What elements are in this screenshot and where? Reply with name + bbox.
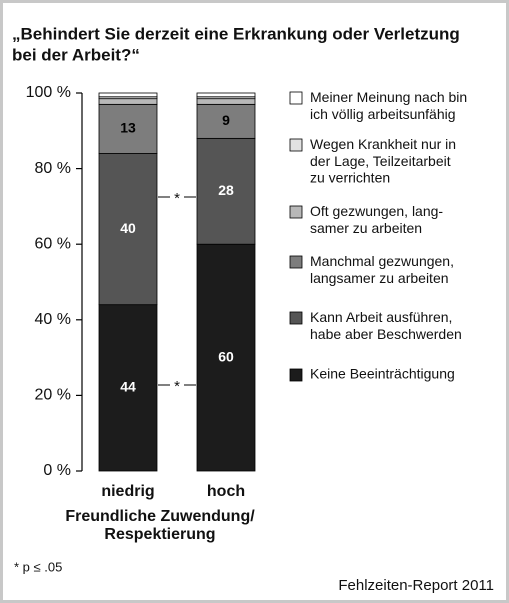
footnote: * p ≤ .05 — [14, 559, 62, 574]
data-label: 40 — [120, 220, 136, 236]
bar-segment — [98, 103, 158, 154]
y-tick-label: 0 % — [43, 462, 71, 479]
chart-title: bei der Arbeit?“ — [12, 45, 140, 64]
legend-swatch — [289, 205, 303, 219]
bar-segment — [98, 98, 158, 105]
legend-label: Keine Beeinträchtigung — [310, 366, 455, 382]
y-tick-label: 20 % — [35, 387, 71, 404]
data-label: 9 — [222, 112, 230, 128]
legend-swatch — [289, 368, 303, 382]
data-label: 44 — [120, 379, 136, 395]
legend-label: Kann Arbeit ausführen, habe aber Beschwer… — [310, 309, 462, 342]
data-label: 13 — [120, 120, 136, 136]
legend-label: Oft gezwungen, lang-samer zu arbeiten — [310, 203, 443, 236]
bar-segment — [98, 153, 158, 306]
x-tick-label: hoch — [207, 483, 245, 500]
legend-swatch — [289, 255, 303, 269]
annotation: * — [174, 190, 180, 207]
legend-label: Wegen Krankheit nur in der Lage, Teilzeit… — [310, 136, 456, 186]
chart-title: „Behindert Sie derzeit eine Erkrankung o… — [12, 24, 460, 43]
bar-segment — [98, 304, 158, 472]
y-tick-label: 80 % — [35, 160, 71, 177]
legend-label: Manchmal gezwungen, langsamer zu arbeiten — [310, 253, 454, 286]
bar-segment — [98, 92, 158, 98]
bar-segment — [196, 98, 256, 105]
legend-swatch — [289, 311, 303, 325]
data-label: 60 — [218, 348, 234, 364]
bar-segment — [196, 92, 256, 98]
source: Fehlzeiten-Report 2011 — [338, 577, 494, 594]
x-tick-label: niedrig — [101, 483, 154, 500]
y-tick-label: 40 % — [35, 311, 71, 328]
data-label: 28 — [218, 182, 234, 198]
bar-segment — [196, 137, 256, 245]
bar-segment — [196, 243, 256, 472]
y-tick-label: 60 % — [35, 235, 71, 252]
bar-segment — [196, 103, 256, 139]
legend-label: Meiner Meinung nach bin ich völlig arbeit… — [310, 89, 467, 122]
x-axis-label: Freundliche Zuwendung/ — [65, 508, 255, 525]
y-tick-label: 100 % — [26, 84, 71, 101]
legend-swatch — [289, 91, 303, 105]
x-axis-label: Respektierung — [104, 526, 215, 543]
annotation: * — [174, 378, 180, 395]
legend-swatch — [289, 138, 303, 152]
